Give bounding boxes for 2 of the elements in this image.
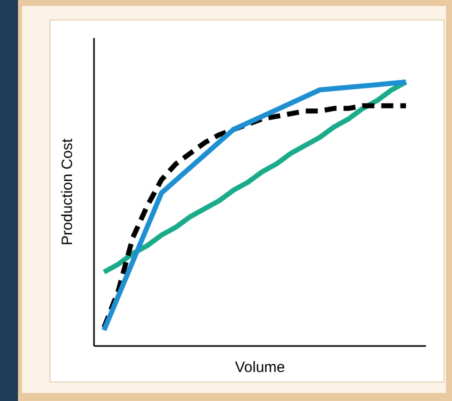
y-axis-title: Production Cost xyxy=(59,138,76,246)
x-axis-title: Volume xyxy=(234,359,286,376)
